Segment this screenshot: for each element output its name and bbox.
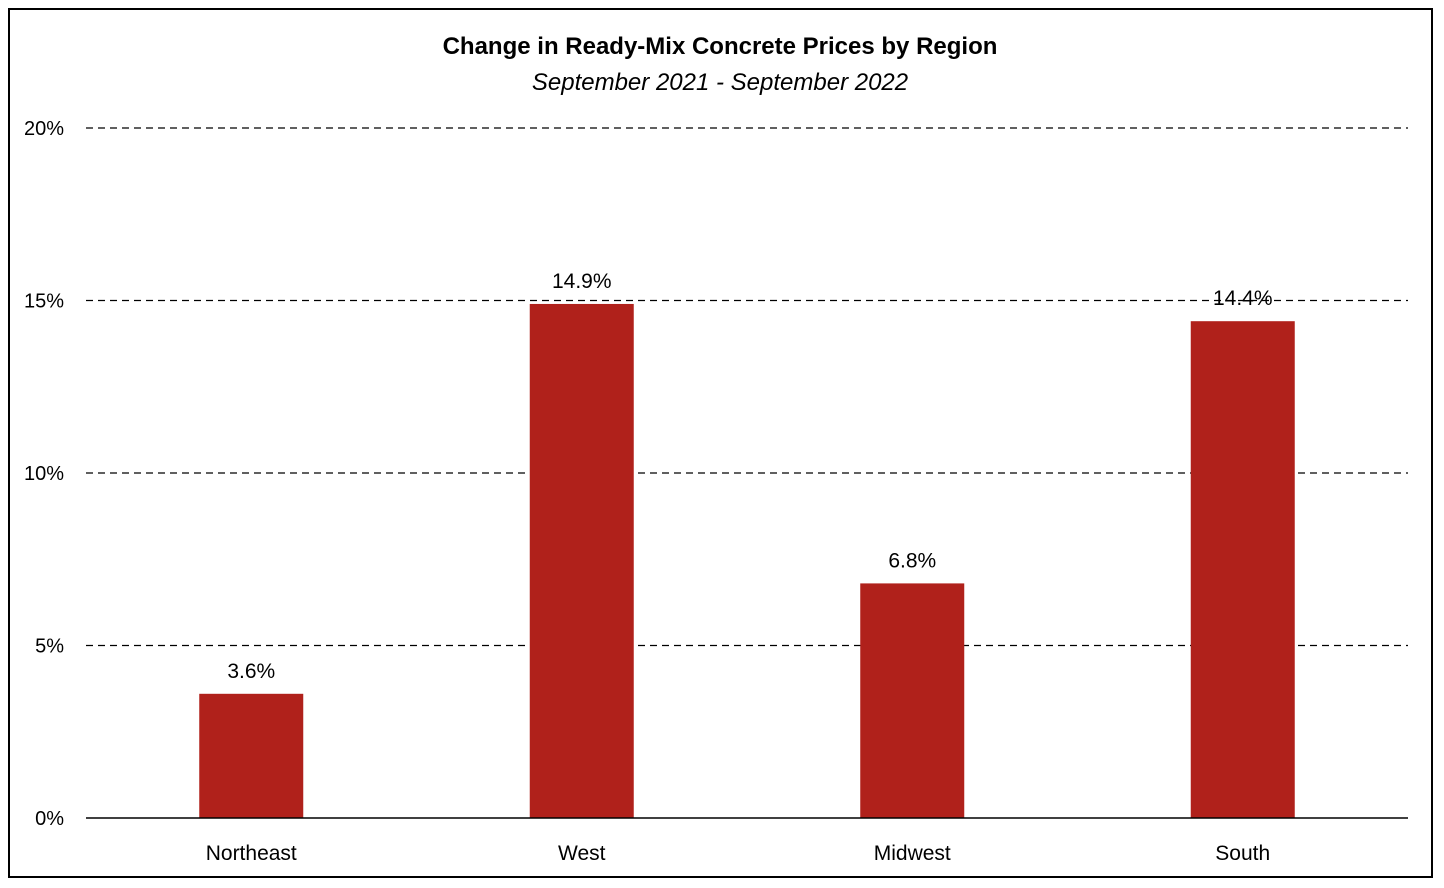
data-label: 3.6% [227,660,275,683]
category-label: Northeast [206,842,297,865]
data-label: 14.9% [552,270,612,293]
category-label: Midwest [874,842,951,865]
data-label: 14.4% [1213,287,1273,310]
bar [529,303,634,818]
y-tick-label: 10% [24,463,64,485]
chart-subtitle: September 2021 - September 2022 [532,69,908,96]
data-label: 6.8% [888,549,936,572]
bar [1190,321,1295,818]
y-tick-label: 0% [35,808,64,830]
category-label: West [558,842,606,865]
bar [199,693,304,818]
bars [199,303,1295,818]
category-label: South [1215,842,1270,865]
y-tick-label: 5% [35,636,64,658]
chart-title: Change in Ready-Mix Concrete Prices by R… [443,33,998,60]
x-axis-categories: Northeast West Midwest South [206,842,1270,865]
data-labels: 3.6% 14.9% 6.8% 14.4% [227,270,1272,683]
bar [860,583,965,818]
y-tick-label: 20% [24,118,64,140]
y-axis-ticks: 0% 5% 10% 15% 20% [24,118,64,830]
y-tick-label: 15% [24,291,64,313]
gridlines [86,127,1408,647]
